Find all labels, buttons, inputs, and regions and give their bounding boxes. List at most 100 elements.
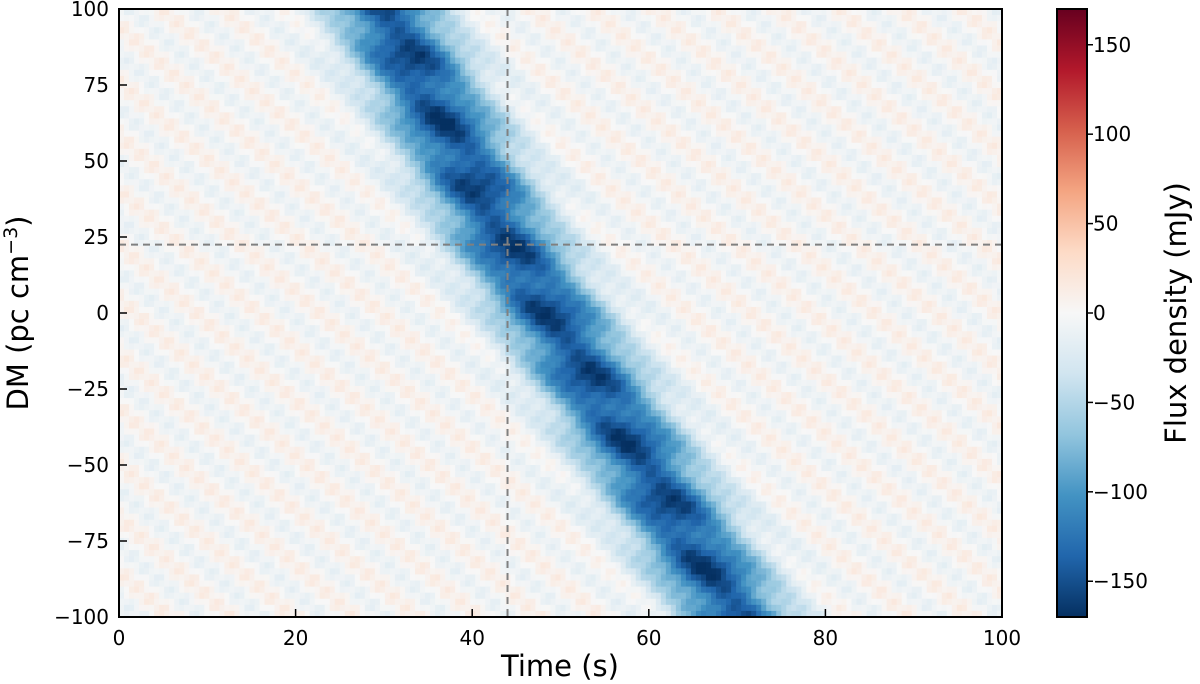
- heatmap-cell: [385, 39, 391, 46]
- heatmap-cell: [500, 167, 506, 174]
- heatmap-cell: [325, 45, 331, 52]
- heatmap-cell: [626, 88, 632, 95]
- heatmap-cell: [244, 70, 250, 77]
- heatmap-cell: [952, 131, 958, 138]
- heatmap-cell: [204, 27, 210, 34]
- heatmap-cell: [320, 39, 326, 46]
- heatmap-cell: [927, 149, 933, 156]
- heatmap-cell: [380, 52, 386, 59]
- heatmap-cell: [987, 58, 993, 65]
- heatmap-cell: [420, 45, 426, 52]
- heatmap-cell: [696, 161, 702, 168]
- heatmap-cell: [947, 45, 953, 52]
- heatmap-cell: [179, 100, 185, 107]
- heatmap-cell: [591, 70, 597, 77]
- heatmap-cell: [149, 131, 155, 138]
- heatmap-cell: [295, 45, 301, 52]
- heatmap-cell: [586, 76, 592, 83]
- heatmap-cell: [937, 21, 943, 28]
- heatmap-cell: [686, 106, 692, 113]
- heatmap-cell: [947, 15, 953, 22]
- heatmap-cell: [244, 45, 250, 52]
- heatmap-cell: [500, 15, 506, 22]
- heatmap-cell: [591, 167, 597, 174]
- heatmap-cell: [295, 100, 301, 107]
- heatmap-cell: [214, 15, 220, 22]
- heatmap-cell: [701, 15, 707, 22]
- heatmap-cell: [691, 155, 697, 162]
- heatmap-cell: [621, 100, 627, 107]
- heatmap-cell: [475, 149, 481, 156]
- heatmap-cell: [651, 137, 657, 144]
- heatmap-cell: [666, 64, 672, 71]
- heatmap-cell: [169, 100, 175, 107]
- heatmap-cell: [892, 137, 898, 144]
- heatmap-cell: [134, 161, 140, 168]
- heatmap-cell: [831, 161, 837, 168]
- heatmap-cell: [515, 143, 521, 150]
- heatmap-cell: [124, 173, 130, 180]
- heatmap-cell: [525, 33, 531, 40]
- heatmap-cell: [581, 27, 587, 34]
- heatmap-cell: [696, 155, 702, 162]
- heatmap-cell: [400, 106, 406, 113]
- heatmap-cell: [450, 118, 456, 125]
- heatmap-cell: [510, 100, 516, 107]
- heatmap-cell: [390, 27, 396, 34]
- heatmap-cell: [626, 94, 632, 101]
- heatmap-cell: [846, 70, 852, 77]
- heatmap-cell: [656, 173, 662, 180]
- heatmap-cell: [495, 137, 501, 144]
- heatmap-cell: [370, 27, 376, 34]
- heatmap-cell: [716, 58, 722, 65]
- heatmap-cell: [360, 88, 366, 95]
- heatmap-cell: [892, 52, 898, 59]
- heatmap-cell: [435, 27, 441, 34]
- heatmap-cell: [375, 143, 381, 150]
- heatmap-cell: [134, 70, 140, 77]
- heatmap-cell: [525, 70, 531, 77]
- heatmap-cell: [149, 161, 155, 168]
- heatmap-cell: [846, 15, 852, 22]
- heatmap-cell: [581, 9, 587, 16]
- heatmap-cell: [877, 100, 883, 107]
- heatmap-cell: [656, 33, 662, 40]
- heatmap-cell: [786, 100, 792, 107]
- heatmap-cell: [721, 52, 727, 59]
- heatmap-cell: [400, 118, 406, 125]
- heatmap-cell: [786, 149, 792, 156]
- heatmap-cell: [455, 52, 461, 59]
- heatmap-cell: [851, 94, 857, 101]
- heatmap-cell: [841, 15, 847, 22]
- heatmap-cell: [325, 143, 331, 150]
- heatmap-cell: [917, 161, 923, 168]
- heatmap-cell: [430, 45, 436, 52]
- heatmap-cell: [937, 70, 943, 77]
- heatmap-cell: [280, 118, 286, 125]
- heatmap-cell: [380, 9, 386, 16]
- heatmap-cell: [410, 9, 416, 16]
- heatmap-cell: [686, 39, 692, 46]
- heatmap-cell: [370, 118, 376, 125]
- heatmap-cell: [445, 94, 451, 101]
- heatmap-cell: [525, 27, 531, 34]
- heatmap-cell: [405, 94, 411, 101]
- heatmap-cell: [395, 143, 401, 150]
- heatmap-cell: [601, 137, 607, 144]
- heatmap-cell: [134, 82, 140, 89]
- heatmap-cell: [811, 118, 817, 125]
- heatmap-cell: [275, 143, 281, 150]
- heatmap-cell: [380, 21, 386, 28]
- heatmap-cell: [711, 64, 717, 71]
- heatmap-cell: [315, 100, 321, 107]
- heatmap-cell: [561, 27, 567, 34]
- heatmap-cell: [280, 161, 286, 168]
- heatmap-cell: [385, 52, 391, 59]
- heatmap-cell: [385, 94, 391, 101]
- heatmap-cell: [581, 88, 587, 95]
- heatmap-cell: [515, 161, 521, 168]
- heatmap-cell: [696, 64, 702, 71]
- heatmap-cell: [490, 27, 496, 34]
- heatmap-cell: [495, 161, 501, 168]
- heatmap-cell: [691, 52, 697, 59]
